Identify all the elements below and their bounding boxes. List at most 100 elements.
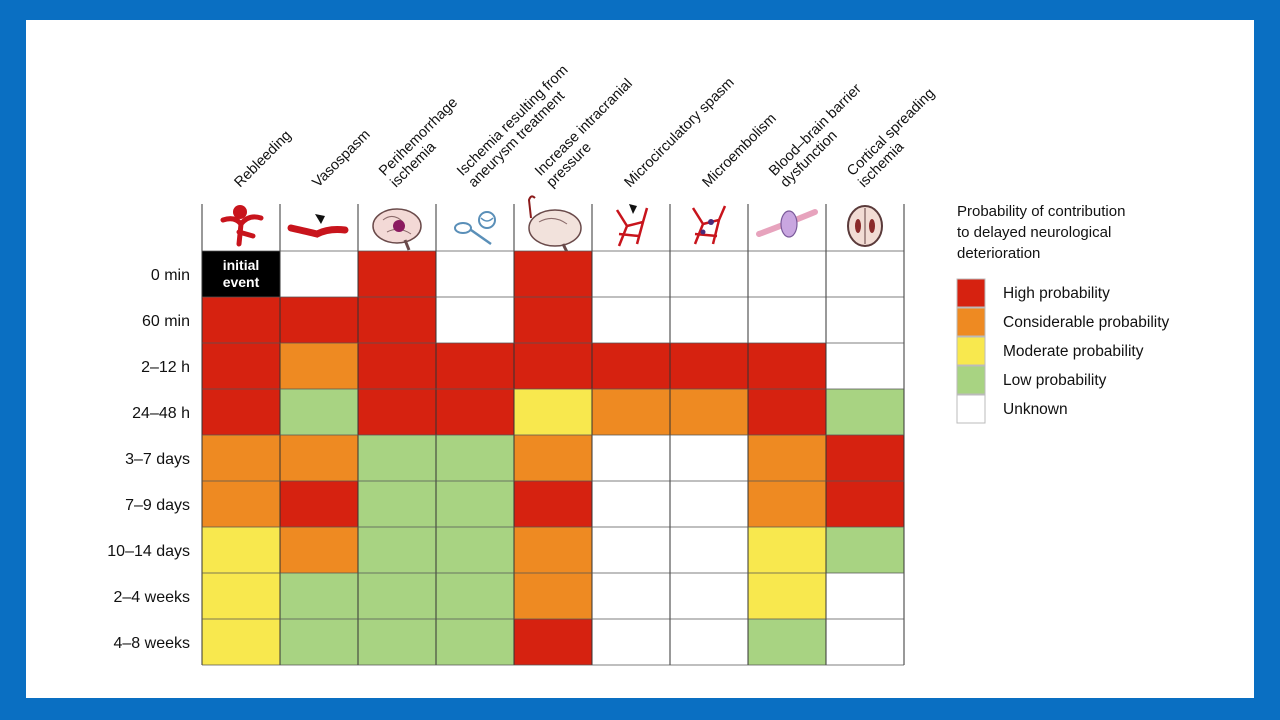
legend-swatch (956, 278, 986, 308)
heatmap-cell (670, 527, 748, 573)
heatmap-cell (358, 343, 436, 389)
column-label: Vasospasm (310, 127, 374, 191)
heatmap-cell (436, 619, 514, 665)
column-label: Microembolism (700, 111, 780, 191)
heatmap-cell (280, 573, 358, 619)
row-label: 2–12 h (141, 359, 190, 376)
initial-event-label: event (223, 274, 260, 290)
heatmap-cell (436, 343, 514, 389)
heatmap-cell (358, 389, 436, 435)
heatmap-cell (358, 435, 436, 481)
heatmap-cell (592, 389, 670, 435)
legend-title-line: deterioration (957, 245, 1040, 262)
heatmap-cell (670, 435, 748, 481)
heatmap-cell (202, 481, 280, 527)
coil-device-icon (454, 211, 496, 246)
heatmap-cell (670, 297, 748, 343)
row-label: 4–8 weeks (114, 635, 191, 652)
heatmap-cell (280, 389, 358, 435)
heatmap-cell (592, 619, 670, 665)
heatmap-cell (514, 573, 592, 619)
row-labels: 0 min 60 min 2–12 h 24–48 h 3–7 days 7–9 days… (107, 267, 190, 652)
brain-pressure-icon (527, 195, 582, 253)
heatmap-cell (436, 481, 514, 527)
row-label: 0 min (151, 267, 190, 284)
heatmap-cell (358, 481, 436, 527)
column-labels: Rebleeding Vasospasm Perihemorrhageischemi… (232, 62, 939, 191)
heatmap-cell (358, 573, 436, 619)
legend-title-line: to delayed neurological (957, 224, 1111, 241)
heatmap-cell (748, 573, 826, 619)
cell-initial-event (202, 251, 280, 297)
heatmap-cell (748, 435, 826, 481)
heatmap-cell (748, 481, 826, 527)
heatmap-cell (514, 619, 592, 665)
heatmap-cell (202, 297, 280, 343)
heatmap-cell (202, 619, 280, 665)
heatmap-cell (280, 297, 358, 343)
heatmap-cell (514, 527, 592, 573)
row-label: 7–9 days (125, 497, 190, 514)
row-label: 3–7 days (125, 451, 190, 468)
heatmap-cell (826, 251, 904, 297)
heatmap-cell (280, 251, 358, 297)
legend: Probability of contribution to delayed ne… (956, 203, 1170, 424)
column-label-line: Vasospasm (310, 127, 374, 191)
heatmap-cell (748, 527, 826, 573)
legend-label: Unknown (1003, 401, 1068, 418)
initial-event-label: initial (223, 257, 260, 273)
heatmap-cell (202, 435, 280, 481)
heatmap-cell (826, 481, 904, 527)
heatmap-cell (826, 389, 904, 435)
legend-label: High probability (1003, 285, 1110, 302)
heatmap-cell (670, 251, 748, 297)
heatmap-cell (436, 573, 514, 619)
heatmap-cell (826, 297, 904, 343)
vessel-spasm-icon (287, 214, 349, 238)
heatmap-cell (748, 389, 826, 435)
row-label: 24–48 h (132, 405, 190, 422)
barrier-leak-icon (756, 209, 818, 238)
heatmap-cell (592, 573, 670, 619)
heatmap-cell (592, 527, 670, 573)
heatmap-cell (358, 527, 436, 573)
heatmap-cell (826, 435, 904, 481)
heatmap-cell (592, 435, 670, 481)
heatmap-cell (514, 251, 592, 297)
heatmap-cell (358, 297, 436, 343)
microvessel-spasm-icon (615, 204, 649, 247)
heatmap-cell (826, 619, 904, 665)
legend-title-line: Probability of contribution (957, 203, 1125, 220)
heatmap-cell (748, 343, 826, 389)
heatmap-cell (670, 619, 748, 665)
heatmap-grid (201, 204, 905, 666)
row-label: 10–14 days (107, 543, 190, 560)
legend-swatch (956, 394, 986, 424)
heatmap-cell (514, 343, 592, 389)
row-label: 2–4 weeks (114, 589, 191, 606)
heatmap-cell (280, 527, 358, 573)
brain-hemorrhage-icon (372, 208, 422, 251)
column-label-line: Microembolism (700, 111, 780, 191)
heatmap-cell (202, 389, 280, 435)
legend-label: Considerable probability (1003, 314, 1170, 331)
heatmap-cell (358, 251, 436, 297)
legend-swatch (956, 307, 986, 337)
column-label: Rebleeding (232, 128, 295, 191)
heatmap-cell (436, 297, 514, 343)
heatmap-cell (592, 343, 670, 389)
heatmap-cell (670, 573, 748, 619)
heatmap-cell (670, 481, 748, 527)
heatmap-cell (202, 343, 280, 389)
heatmap-cell (748, 619, 826, 665)
heatmap-cell (202, 527, 280, 573)
heatmap-cell (670, 343, 748, 389)
heatmap-cell (592, 481, 670, 527)
legend-swatch (956, 336, 986, 366)
heatmap-cell (280, 619, 358, 665)
heatmap-cell (280, 481, 358, 527)
heatmap-cell (514, 297, 592, 343)
